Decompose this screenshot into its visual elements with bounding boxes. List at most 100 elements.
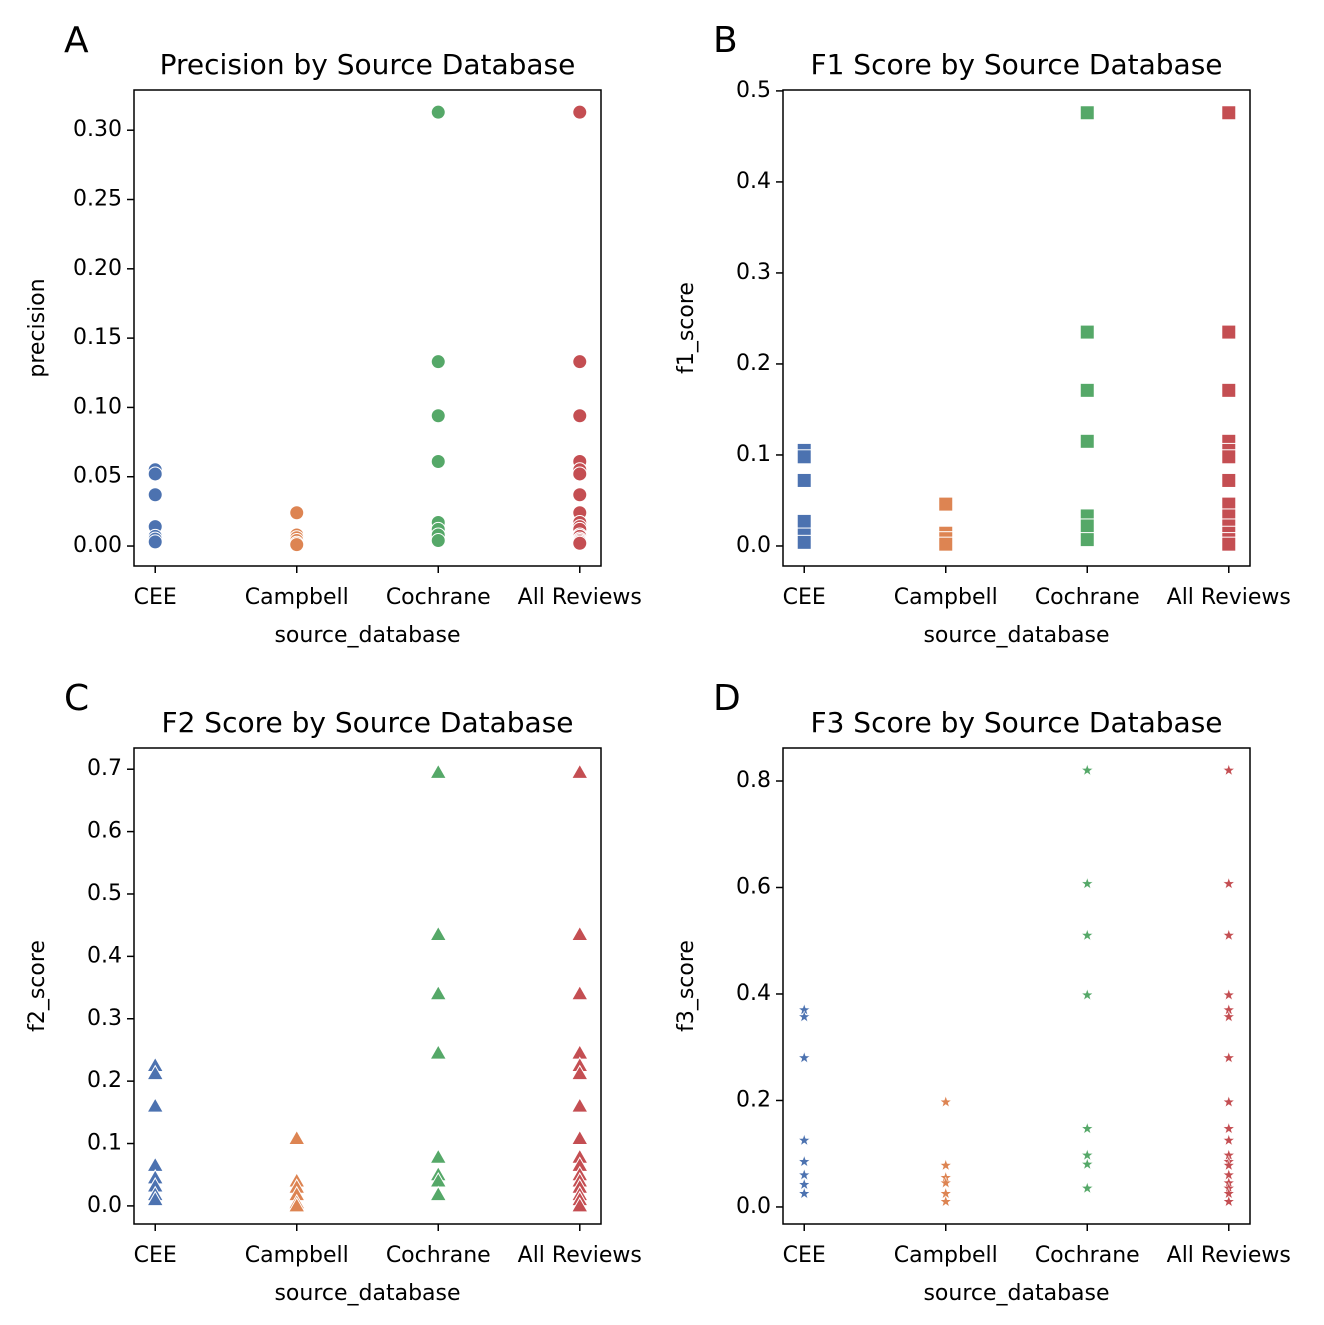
point bbox=[147, 534, 163, 550]
point bbox=[1222, 1051, 1236, 1064]
y-tick-label: 0.0 bbox=[736, 1194, 771, 1219]
point bbox=[797, 1168, 811, 1181]
point bbox=[287, 1196, 306, 1213]
y-tick-label: 0.25 bbox=[73, 187, 122, 212]
chart-title: F2 Score by Source Database bbox=[161, 706, 573, 739]
point bbox=[1221, 449, 1237, 465]
point bbox=[1221, 324, 1237, 340]
panel-label: A bbox=[64, 20, 89, 61]
point bbox=[1222, 1158, 1236, 1171]
point bbox=[572, 104, 588, 120]
y-axis-label: f2_score bbox=[25, 940, 50, 1032]
point bbox=[796, 449, 812, 465]
point bbox=[1222, 1121, 1236, 1135]
x-tick-label: Cochrane bbox=[1035, 1243, 1140, 1268]
point bbox=[797, 1133, 811, 1146]
point bbox=[1079, 518, 1095, 534]
point bbox=[1079, 324, 1095, 340]
point bbox=[430, 532, 446, 548]
x-tick-label: All Reviews bbox=[1167, 1243, 1291, 1268]
x-tick-label: CEE bbox=[783, 1243, 826, 1268]
point bbox=[1079, 433, 1095, 449]
panel-label: C bbox=[64, 678, 89, 719]
y-tick-label: 0.7 bbox=[87, 756, 122, 781]
point bbox=[1222, 877, 1236, 890]
y-axis-label: f3_score bbox=[674, 940, 699, 1032]
point bbox=[1080, 1157, 1094, 1170]
point bbox=[938, 496, 954, 512]
point bbox=[1222, 1133, 1236, 1146]
point bbox=[429, 1185, 448, 1202]
point bbox=[570, 1129, 589, 1146]
y-tick-label: 0.1 bbox=[736, 442, 771, 467]
point bbox=[797, 1010, 811, 1023]
point bbox=[797, 1186, 811, 1200]
point bbox=[572, 487, 588, 503]
point bbox=[430, 354, 446, 370]
x-axis-label: source_database bbox=[923, 623, 1109, 648]
point bbox=[430, 408, 446, 424]
point bbox=[1221, 472, 1237, 488]
x-tick-label: All Reviews bbox=[518, 585, 642, 610]
point bbox=[796, 513, 812, 529]
y-tick-label: 0.2 bbox=[736, 351, 771, 376]
x-tick-label: All Reviews bbox=[518, 1243, 642, 1268]
point bbox=[146, 1190, 165, 1207]
point bbox=[1080, 1121, 1094, 1135]
y-tick-label: 0.5 bbox=[87, 881, 122, 906]
point bbox=[429, 763, 448, 779]
plot-frame bbox=[133, 89, 602, 567]
x-tick-label: Campbell bbox=[894, 1243, 998, 1268]
x-tick-label: Cochrane bbox=[386, 585, 491, 610]
chart-title: F1 Score by Source Database bbox=[810, 48, 1222, 81]
point bbox=[570, 763, 589, 779]
point bbox=[147, 466, 163, 482]
plot-frame bbox=[782, 747, 1251, 1225]
point bbox=[1079, 382, 1095, 398]
point bbox=[1222, 1194, 1236, 1208]
y-tick-label: 0.30 bbox=[73, 117, 122, 142]
point bbox=[1080, 988, 1094, 1001]
plot-frame bbox=[782, 89, 1251, 567]
point bbox=[797, 1051, 811, 1064]
chart-title: Precision by Source Database bbox=[160, 48, 576, 81]
x-axis-label: source_database bbox=[274, 623, 460, 648]
y-tick-label: 0.20 bbox=[73, 256, 122, 281]
y-tick-label: 0.2 bbox=[736, 1087, 771, 1112]
x-tick-label: Campbell bbox=[245, 1243, 349, 1268]
point bbox=[939, 1158, 953, 1171]
point bbox=[939, 1176, 953, 1189]
point bbox=[1080, 877, 1094, 890]
point bbox=[1222, 763, 1236, 776]
point bbox=[1222, 1095, 1236, 1108]
point bbox=[1079, 105, 1095, 121]
x-tick-label: All Reviews bbox=[1167, 585, 1291, 610]
point bbox=[1080, 928, 1094, 941]
point bbox=[430, 453, 446, 469]
point bbox=[796, 534, 812, 550]
point bbox=[1222, 928, 1236, 941]
point bbox=[1079, 532, 1095, 548]
x-tick-label: CEE bbox=[134, 1243, 177, 1268]
point bbox=[572, 408, 588, 424]
y-axis-label: precision bbox=[25, 278, 50, 377]
point bbox=[1222, 1010, 1236, 1023]
point bbox=[939, 1194, 953, 1208]
y-tick-label: 0.4 bbox=[87, 943, 122, 968]
y-tick-label: 0.6 bbox=[87, 819, 122, 844]
point bbox=[797, 1154, 811, 1168]
point bbox=[572, 535, 588, 551]
y-axis-label: f1_score bbox=[674, 282, 699, 374]
point bbox=[287, 1129, 306, 1146]
point bbox=[570, 984, 589, 1001]
y-tick-label: 0.3 bbox=[87, 1006, 122, 1031]
point bbox=[429, 925, 448, 942]
point bbox=[570, 1097, 589, 1113]
point bbox=[430, 104, 446, 120]
point bbox=[147, 487, 163, 503]
y-tick-label: 0.6 bbox=[736, 874, 771, 899]
x-tick-label: Campbell bbox=[894, 585, 998, 610]
point bbox=[289, 505, 305, 521]
point bbox=[146, 1064, 165, 1081]
